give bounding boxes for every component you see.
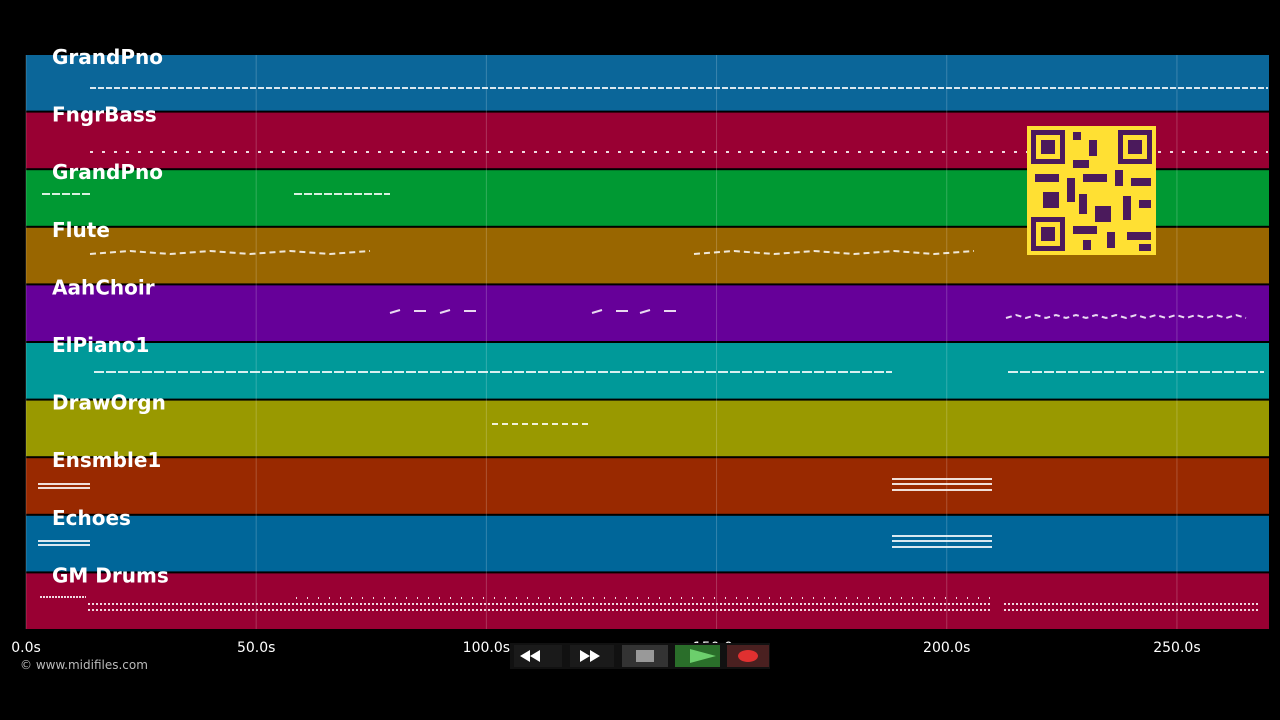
track-band: [26, 458, 1269, 514]
track-band: [26, 573, 1269, 629]
track-name: AahChoir: [52, 275, 155, 299]
grid: [25, 55, 1178, 629]
time-tick-label: 0.0s: [11, 640, 41, 656]
play-button[interactable]: [675, 645, 720, 667]
time-tick-label: 200.0s: [923, 640, 970, 656]
fast-forward-button[interactable]: [570, 645, 614, 667]
credit: © www.midifiles.com: [20, 658, 148, 672]
time-tick-label: 100.0s: [463, 640, 510, 656]
record-button[interactable]: [727, 645, 769, 667]
track-name: Ensmble1: [52, 448, 161, 472]
track-name: GrandPno: [52, 45, 163, 69]
notes: [38, 87, 1268, 611]
track-band: [26, 400, 1269, 457]
transport: [510, 643, 770, 669]
rewind-button[interactable]: [514, 645, 562, 667]
track-band: [26, 285, 1269, 341]
track-name: ElPiano1: [52, 333, 149, 357]
track-name: GrandPno: [52, 160, 163, 184]
track-name: Echoes: [52, 506, 131, 530]
time-tick-label: 250.0s: [1153, 640, 1200, 656]
track-name: Flute: [52, 218, 110, 242]
track-band: [26, 515, 1269, 572]
track-band: [26, 343, 1269, 399]
track-name: DrawOrgn: [52, 391, 166, 415]
track-band: [26, 55, 1269, 111]
qr-code: [1027, 126, 1156, 255]
stop-button[interactable]: [622, 645, 668, 667]
track-name: FngrBass: [52, 103, 157, 127]
track-name: GM Drums: [52, 563, 169, 587]
time-tick-label: 50.0s: [237, 640, 275, 656]
tracks: GrandPno FngrBass GrandPno Flute AahChoir ElP…: [26, 45, 1269, 629]
